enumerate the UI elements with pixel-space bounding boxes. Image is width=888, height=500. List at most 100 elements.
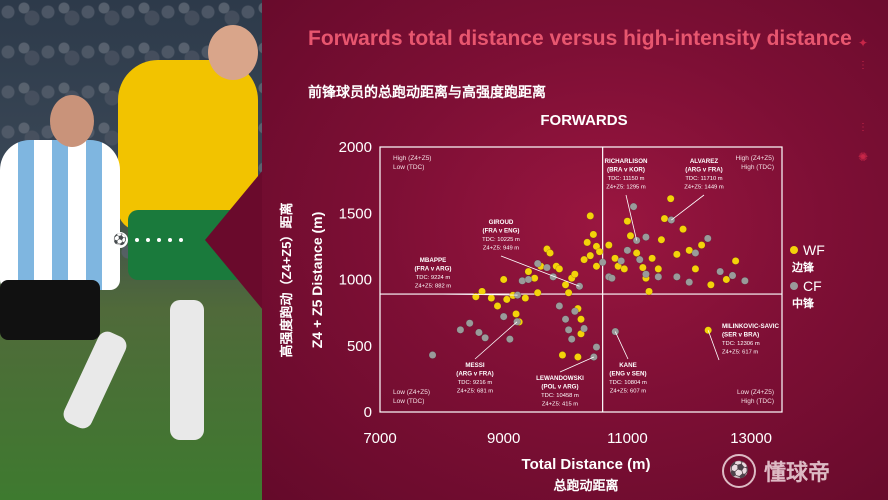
chart-panel [262, 0, 888, 500]
wf-point [657, 235, 666, 244]
wf-point [645, 287, 653, 296]
cf-point [629, 202, 638, 211]
annotation-label: Z4+Z5: 607 m [610, 389, 646, 395]
annotation-label: TDC: 12306 m [722, 341, 760, 347]
wf-point [648, 254, 656, 263]
annotation-label: Z4+Z5: 617 m [722, 350, 758, 356]
wf-point [604, 241, 613, 249]
wf-point [502, 295, 511, 304]
dot [135, 238, 139, 242]
legend-label: WF [803, 242, 825, 258]
player-leg [170, 300, 204, 440]
annotation-label: (BRA v KOR) [607, 167, 645, 174]
cf-point [691, 249, 700, 257]
annotation-leader [559, 356, 595, 373]
cf-point [465, 319, 474, 328]
wf-point [691, 265, 700, 273]
y-tick-label: 1000 [339, 272, 372, 289]
wf-point [611, 254, 619, 263]
annotation-label: (FRA v ARG) [414, 266, 451, 273]
quadrant-label: High (TDC) [741, 398, 774, 405]
cf-point [592, 343, 601, 351]
legend-label: CF [803, 278, 822, 294]
cf-point [543, 263, 551, 272]
wf-point [493, 302, 502, 310]
cf-point [518, 276, 527, 285]
dot [146, 238, 150, 242]
wf-point [660, 214, 669, 223]
wf-point [487, 294, 496, 302]
dot [157, 238, 161, 242]
cf-point [623, 246, 632, 255]
wf-point [586, 251, 595, 260]
cf-point [728, 271, 737, 280]
data-points [428, 194, 749, 361]
wf-point [555, 265, 564, 273]
legend-marker-cf [790, 282, 798, 290]
annotation-label: MBAPPE [420, 257, 446, 264]
annotation-label: MILINKOVIC-SAVIC [722, 323, 779, 330]
cf-point [642, 233, 650, 241]
cf-point [632, 236, 641, 245]
wf-point [638, 263, 647, 272]
player-head [50, 95, 94, 147]
player-head [208, 25, 258, 80]
wf-point [589, 230, 598, 239]
hero-photo: ⚽ [0, 0, 262, 500]
cf-point [475, 328, 483, 337]
annotation-label: TDC: 9224 m [416, 275, 451, 281]
annotation-leader [671, 194, 705, 221]
cf-point [608, 274, 616, 283]
x-tick-label: 13000 [730, 430, 772, 447]
legend-label-zh: 中锋 [792, 296, 815, 310]
annotation-label: Z4+Z5: 1295 m [606, 185, 646, 191]
x-tick-label: 9000 [487, 430, 520, 447]
y-tick-label: 2000 [339, 139, 372, 156]
annotation-label: Z4+Z5: 949 m [483, 246, 519, 252]
cf-point [685, 278, 694, 286]
plot-border [379, 146, 783, 413]
decor-dots-icon: ⋮ [858, 122, 868, 133]
annotation-label: Z4+Z5: 681 m [457, 389, 493, 395]
annotation-label: GIROUD [489, 219, 514, 226]
annotation-label: TDC: 10458 m [541, 393, 579, 399]
annotation-leader [432, 293, 518, 296]
quadrant-label: High (Z4+Z5) [736, 155, 774, 162]
cf-point [499, 312, 508, 321]
wf-point [592, 262, 601, 271]
wf-point [558, 351, 567, 359]
cf-point [716, 267, 725, 276]
annotation-leader [614, 331, 629, 360]
annotations: RICHARLISON (BRA v KOR) TDC: 11150 m Z4+Z5:… [414, 158, 779, 408]
cf-point [642, 270, 650, 279]
cf-point [741, 276, 749, 285]
cf-point [555, 302, 564, 310]
quadrant-label: Low (TDC) [393, 164, 424, 171]
wf-point [533, 288, 542, 297]
page-title: Forwards total distance versus high-inte… [308, 27, 852, 50]
wf-point [586, 212, 595, 220]
x-axis-label-zh: 总跑动距离 [553, 478, 618, 493]
cf-point [654, 273, 663, 281]
wf-point [623, 217, 632, 226]
quadrant-label: High (TDC) [741, 164, 774, 171]
page-subtitle-zh: 前锋球员的总跑动距离与高强度跑距离 [308, 84, 546, 100]
quadrant-label: High (Z4+Z5) [393, 155, 431, 162]
cf-point [506, 335, 514, 343]
annotation-leader [625, 194, 638, 241]
cf-point [580, 324, 588, 333]
wf-point [530, 274, 539, 283]
quadrant-label: Low (Z4+Z5) [393, 389, 430, 396]
annotation-label: KANE [619, 362, 637, 369]
chart-title: FORWARDS [540, 112, 628, 129]
wf-point [524, 267, 533, 276]
decor-dots-icon: ⋮ [858, 60, 868, 71]
cf-point [524, 275, 533, 284]
wf-point [546, 249, 554, 257]
y-tick-label: 1500 [339, 205, 372, 222]
annotation-leader [500, 255, 580, 287]
legend-label-zh: 边锋 [791, 260, 815, 274]
carousel-dots: ⚽ [112, 232, 183, 248]
annotation-leader [707, 330, 720, 361]
